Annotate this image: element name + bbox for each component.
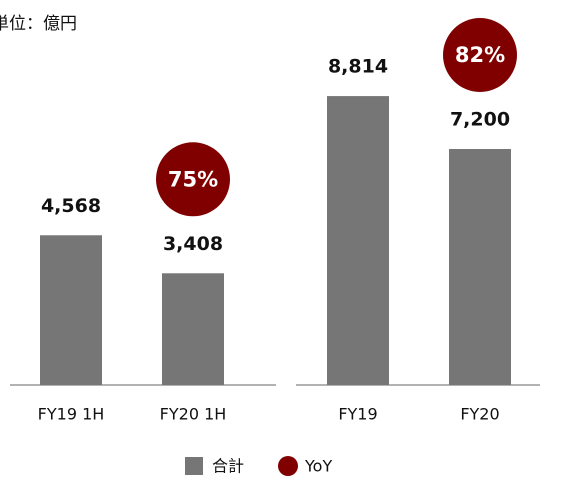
x-tick-label: FY19 [338,405,377,424]
bar [449,149,511,385]
legend-swatch [278,456,298,476]
legend-label: 合計 [212,457,244,476]
legend-swatch [185,457,203,475]
x-tick-label: FY19 1H [38,405,105,424]
yoy-circle [443,18,517,92]
x-tick-label: FY20 [460,405,499,424]
value-label: 3,408 [163,233,223,255]
yoy-label: 82% [455,43,505,67]
yoy-circle [156,142,230,217]
unit-label: 単位：億円 [0,14,77,34]
bar [40,235,102,385]
value-label: 4,568 [41,195,101,217]
yoy-label: 75% [168,167,218,191]
x-tick-label: FY20 1H [160,405,227,424]
legend-label: YoY [304,457,332,476]
bar [162,273,224,385]
bar [327,96,389,385]
value-label: 8,814 [328,56,388,78]
value-label: 7,200 [450,109,510,131]
